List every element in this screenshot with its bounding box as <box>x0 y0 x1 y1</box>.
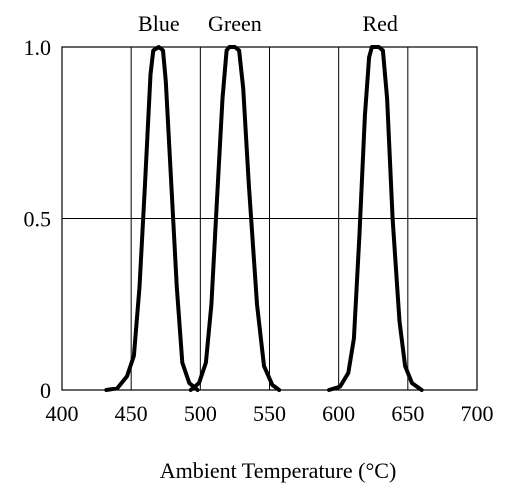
x-tick-label-700: 700 <box>461 401 494 426</box>
plot-frame <box>61 46 478 391</box>
series-layer <box>104 45 424 392</box>
series-label-layer: Blue Green Red <box>138 11 398 36</box>
grid-layer <box>62 47 477 390</box>
y-tick-label-0-5: 0.5 <box>24 207 52 232</box>
x-tick-label-450: 450 <box>115 401 148 426</box>
x-tick-label-550: 550 <box>253 401 286 426</box>
y-tick-label-0: 0 <box>40 378 51 403</box>
series-line-green <box>188 45 282 392</box>
series-label-red: Red <box>362 11 397 36</box>
x-tick-label-650: 650 <box>391 401 424 426</box>
x-tick-labels: 400 450 500 550 600 650 700 <box>46 401 494 426</box>
x-tick-label-500: 500 <box>184 401 217 426</box>
x-tick-label-600: 600 <box>322 401 355 426</box>
x-axis-title: Ambient Temperature (°C) <box>160 458 397 483</box>
series-line-red <box>327 45 424 392</box>
series-label-blue: Blue <box>138 11 180 36</box>
y-tick-labels: 0 0.5 1.0 <box>24 35 52 403</box>
series-label-green: Green <box>208 11 262 36</box>
series-line-blue <box>104 45 200 392</box>
y-tick-label-1: 1.0 <box>24 35 52 60</box>
x-tick-label-400: 400 <box>46 401 79 426</box>
